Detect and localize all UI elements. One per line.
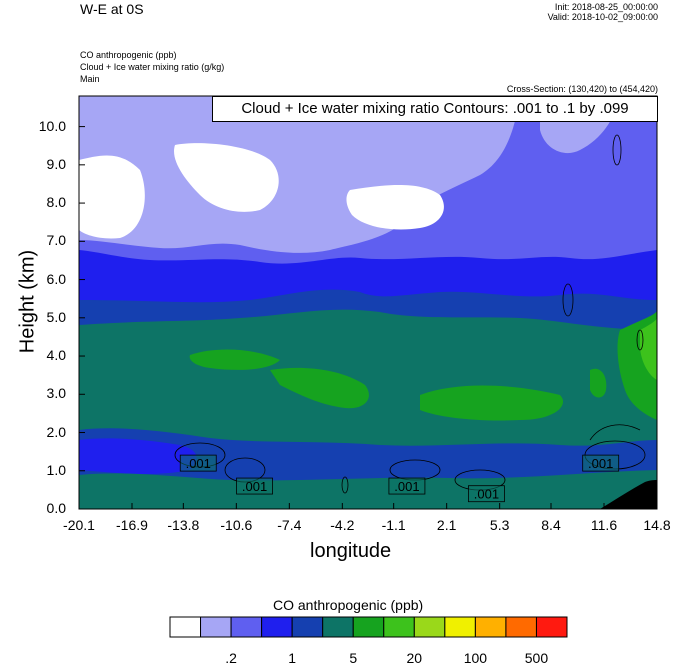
y-tick-label: 6.0 bbox=[46, 270, 66, 287]
co-band-white bbox=[79, 155, 145, 239]
colorbar-swatch bbox=[322, 616, 354, 638]
y-tick-label: 2.0 bbox=[46, 423, 66, 440]
x-tick-label: 5.3 bbox=[489, 517, 510, 533]
y-tick-label: 3.0 bbox=[46, 385, 66, 402]
contour-label: .001 bbox=[394, 479, 419, 494]
y-tick-label: 10.0 bbox=[38, 117, 66, 134]
contour-label: .001 bbox=[588, 456, 613, 471]
colorbar-swatch bbox=[169, 616, 202, 638]
colorbar-swatch bbox=[383, 616, 415, 638]
field-co: CO anthropogenic (ppb) bbox=[80, 50, 177, 60]
x-tick-label: 2.1 bbox=[436, 517, 457, 533]
contour-label-box bbox=[468, 485, 505, 503]
colorbar-label: 500 bbox=[524, 650, 549, 666]
colorbar-label: 100 bbox=[463, 650, 488, 666]
valid-time: Valid: 2018-10-02_09:00:00 bbox=[547, 12, 658, 22]
y-tick-label: 1.0 bbox=[46, 461, 66, 478]
y-tick-label: 9.0 bbox=[46, 155, 66, 172]
cross-section-info: Cross-Section: (130,420) to (454,420) bbox=[506, 84, 658, 94]
colorbar-swatch bbox=[352, 616, 385, 638]
x-tick-label: -16.9 bbox=[116, 517, 148, 533]
init-time: Init: 2018-08-25_00:00:00 bbox=[554, 2, 658, 12]
contour-labels: .001 .001 .001 .001 .001 bbox=[179, 454, 620, 503]
colorbar-label: .2 bbox=[225, 650, 237, 666]
x-tick-marks bbox=[78, 503, 658, 509]
x-tick-label: 11.6 bbox=[590, 517, 618, 533]
contour-label: .001 bbox=[186, 456, 211, 471]
x-tick-label: 8.4 bbox=[541, 517, 561, 533]
colorbar-label: 20 bbox=[406, 650, 423, 666]
colorbar-swatch bbox=[505, 616, 537, 638]
colorbar-swatch bbox=[535, 616, 568, 638]
filled-contours bbox=[79, 96, 657, 509]
colorbar-swatch bbox=[413, 616, 446, 638]
contour-label: .001 bbox=[474, 487, 499, 502]
colorbar-title: CO anthropogenic (ppb) bbox=[273, 597, 424, 613]
colorbar-swatch bbox=[261, 616, 293, 638]
contour-info-box: Cloud + Ice water mixing ratio Contours:… bbox=[212, 96, 658, 122]
contour-label-box bbox=[582, 454, 620, 472]
colorbar-label: 1 bbox=[288, 650, 297, 666]
plot-title: W-E at 0S bbox=[80, 1, 144, 17]
field-main: Main bbox=[80, 74, 100, 84]
co-band-green bbox=[270, 367, 369, 409]
x-tick-label: -10.6 bbox=[220, 517, 253, 533]
y-tick-label: 4.0 bbox=[46, 347, 66, 364]
colorbar-swatch bbox=[200, 616, 232, 638]
colorbar-swatch bbox=[230, 616, 263, 638]
colorbar-swatch bbox=[291, 616, 324, 638]
x-tick-label: -13.8 bbox=[167, 517, 200, 533]
colorbar-label: 5 bbox=[349, 650, 358, 666]
x-tick-label: 14.8 bbox=[643, 517, 671, 533]
x-tick-label: -20.1 bbox=[63, 517, 95, 533]
colorbar-swatch bbox=[444, 616, 476, 638]
contour-label-box bbox=[388, 477, 426, 495]
x-tick-label: -1.1 bbox=[381, 517, 406, 533]
x-tick-label: -4.2 bbox=[330, 517, 355, 533]
y-tick-marks bbox=[79, 126, 85, 510]
field-cloud: Cloud + Ice water mixing ratio (g/kg) bbox=[80, 62, 225, 72]
y-tick-label: 5.0 bbox=[46, 308, 66, 325]
contour-label-box bbox=[179, 454, 217, 472]
colorbar bbox=[169, 616, 568, 638]
terrain bbox=[600, 480, 657, 509]
colorbar-swatch bbox=[474, 616, 507, 638]
x-tick-label: -7.4 bbox=[277, 517, 302, 533]
y-axis-label: Height (km) bbox=[16, 249, 39, 354]
contour-label: .001 bbox=[242, 479, 267, 494]
x-axis-label: longitude bbox=[310, 540, 392, 562]
y-tick-label: 8.0 bbox=[46, 194, 66, 211]
y-tick-label: 0.0 bbox=[46, 500, 66, 516]
y-tick-label: 7.0 bbox=[46, 232, 66, 249]
contour-label-box bbox=[236, 477, 273, 495]
